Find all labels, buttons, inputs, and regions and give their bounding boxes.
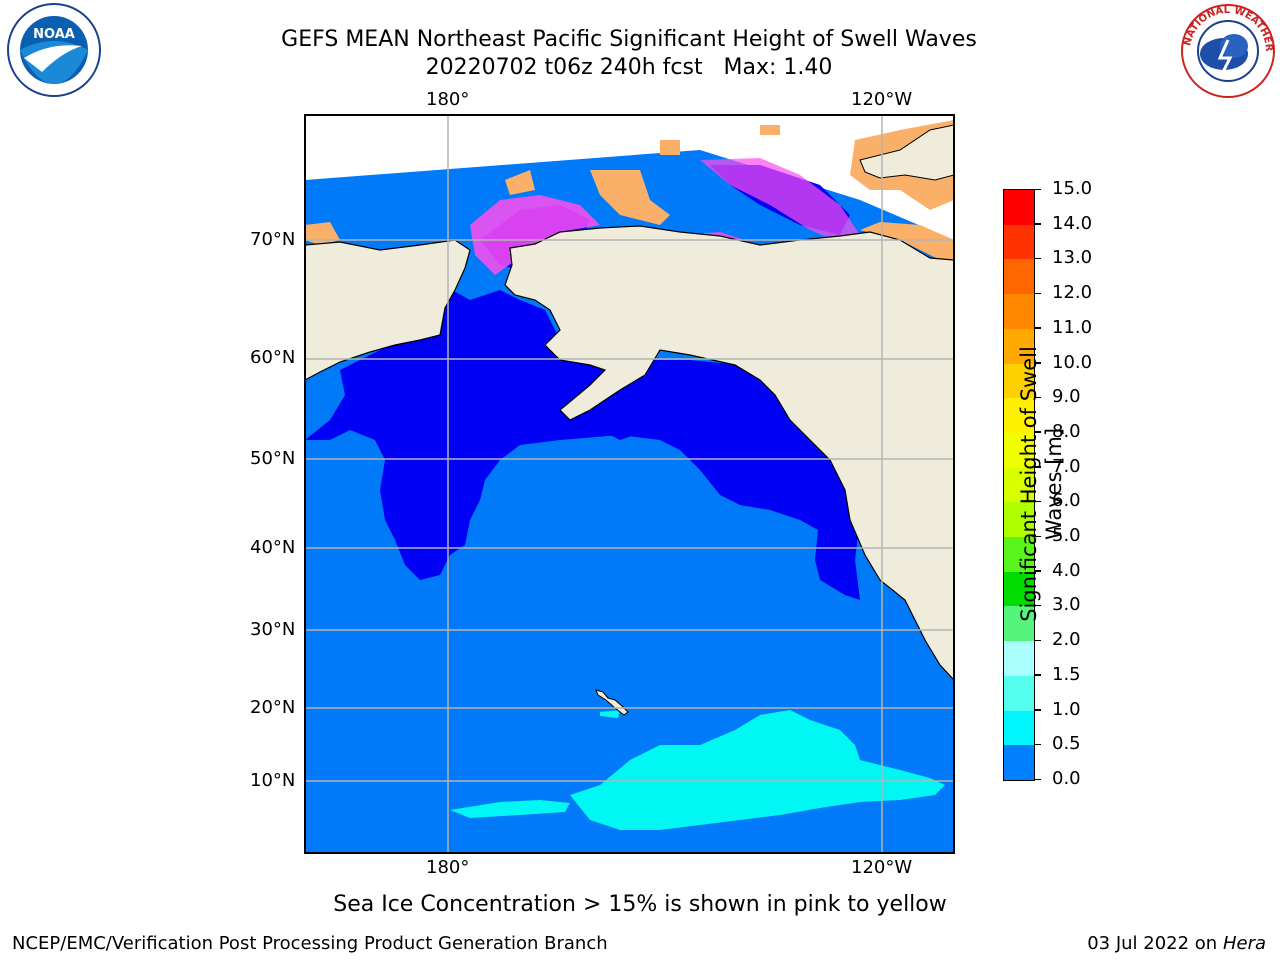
- noaa-logo: NOAA: [7, 3, 101, 97]
- nws-logo: NATIONAL WEATHER SERVICE: [1178, 2, 1275, 98]
- lat-label-30n: 30°N: [250, 619, 296, 640]
- colorbar-tick-label: 2.0: [1052, 629, 1081, 651]
- colorbar-segment: [1004, 224, 1034, 260]
- lat-label-70n: 70°N: [250, 229, 296, 250]
- lon-label-top-180: 180°: [426, 89, 470, 110]
- low-swell-region: [305, 290, 860, 600]
- colorbar-tick-label: 9.0: [1052, 386, 1081, 408]
- colorbar-tick-label: 12.0: [1052, 282, 1093, 304]
- colorbar-tick-mark: [1035, 292, 1041, 295]
- colorbar-segment: [1004, 710, 1034, 746]
- tropical-swell-band: [450, 800, 570, 818]
- colorbar-segment: [1004, 328, 1034, 365]
- colorbar-segment: [1004, 571, 1034, 607]
- colorbar-tick-mark: [1035, 639, 1041, 642]
- footer-date: 03 Jul 2022 on: [1087, 933, 1223, 954]
- colorbar-tick-mark: [1035, 709, 1041, 711]
- colorbar-tick-label: 5.0: [1052, 525, 1081, 547]
- colorbar-tick-label: 3.0: [1052, 594, 1081, 616]
- colorbar-ticks: 15.0 14.0 13.0 12.0 11.0 10.0 9.0 8.0 7.0 6.0 5.0 4…: [1035, 0, 1125, 960]
- colorbar-tick-mark: [1035, 431, 1041, 433]
- lat-label-60n: 60°N: [250, 347, 296, 368]
- land-siberia: [305, 239, 471, 381]
- colorbar-segment: [1004, 675, 1034, 712]
- colorbar-tick-mark: [1035, 466, 1041, 468]
- colorbar-label-line2: Waves [m]: [1042, 427, 1066, 541]
- colorbar-label-line1: Significant Height of Swell: [1017, 346, 1041, 622]
- colorbar-tick-mark: [1035, 535, 1041, 538]
- colorbar-tick-label: 4.0: [1052, 559, 1081, 581]
- sea-ice-caption: Sea Ice Concentration > 15% is shown in …: [333, 892, 947, 917]
- colorbar-segment: [1004, 606, 1034, 642]
- lon-label-top-120w: 120°W: [851, 89, 913, 110]
- colorbar-tick-mark: [1035, 362, 1041, 364]
- colorbar-tick-label: 11.0: [1052, 316, 1093, 338]
- colorbar-tick-mark: [1035, 604, 1041, 607]
- hawaii-swell: [600, 710, 620, 718]
- graticule: [305, 115, 954, 853]
- lon-label-bottom-120w: 120°W: [851, 857, 913, 878]
- colorbar-tick-label: 1.0: [1052, 698, 1081, 720]
- colorbar-tick-mark: [1035, 743, 1041, 746]
- lat-label-50n: 50°N: [250, 448, 296, 469]
- colorbar-tick-mark: [1035, 570, 1041, 572]
- tropical-swell-region: [570, 710, 945, 830]
- land-arctic-islands: [859, 124, 954, 181]
- lat-label-20n: 20°N: [250, 697, 296, 718]
- colorbar-segment: [1004, 398, 1034, 434]
- colorbar-segment: [1004, 259, 1034, 295]
- colorbar-segment: [1004, 190, 1034, 226]
- footer-machine: Hera: [1222, 933, 1266, 954]
- arctic-open-area: [305, 115, 954, 240]
- land-alaska-canada: [504, 225, 954, 681]
- colorbar-tick-mark: [1035, 396, 1041, 399]
- footer-right: 03 Jul 2022 on Hera: [1087, 933, 1266, 954]
- colorbar-tick-label: 6.0: [1052, 490, 1081, 512]
- colorbar-segment: [1004, 432, 1034, 469]
- chart-subtitle: 20220702 t06z 240h fcst Max: 1.40: [425, 55, 833, 80]
- colorbar-tick-label: 8.0: [1052, 420, 1081, 442]
- colorbar-segment: [1004, 641, 1034, 677]
- colorbar-tick-label: 1.5: [1052, 663, 1081, 685]
- colorbar-tick-label: 7.0: [1052, 455, 1081, 477]
- colorbar-tick-mark: [1035, 188, 1041, 190]
- colorbar-tick-mark: [1035, 674, 1041, 676]
- colorbar-tick-label: 14.0: [1052, 212, 1093, 234]
- colorbar-segment: [1004, 363, 1034, 399]
- colorbar-tick-mark: [1035, 778, 1041, 780]
- colorbar-segment: [1004, 745, 1034, 781]
- colorbar-tick-mark: [1035, 500, 1041, 503]
- noaa-logo-text: NOAA: [33, 27, 75, 42]
- colorbar-segment: [1004, 467, 1034, 503]
- colorbar-segment: [1004, 294, 1034, 330]
- colorbar-tick-mark: [1035, 327, 1041, 329]
- colorbar-tick-label: 10.0: [1052, 351, 1093, 373]
- chart-title: GEFS MEAN Northeast Pacific Significant …: [281, 27, 977, 52]
- lat-label-40n: 40°N: [250, 537, 296, 558]
- map-frame: [304, 114, 955, 854]
- lon-label-bottom-180: 180°: [426, 857, 470, 878]
- lat-label-10n: 10°N: [250, 770, 296, 791]
- colorbar-segment: [1004, 502, 1034, 538]
- colorbar-tick-label: 13.0: [1052, 247, 1093, 269]
- colorbar-segment: [1004, 537, 1034, 573]
- colorbar-tick-label: 15.0: [1052, 178, 1093, 199]
- colorbar-tick-label: 0.0: [1052, 768, 1081, 789]
- colorbar: [1003, 189, 1035, 781]
- colorbar-tick-label: 0.5: [1052, 733, 1081, 755]
- footer-left: NCEP/EMC/Verification Post Processing Pr…: [12, 933, 608, 954]
- colorbar-tick-mark: [1035, 223, 1041, 225]
- colorbar-tick-mark: [1035, 257, 1041, 260]
